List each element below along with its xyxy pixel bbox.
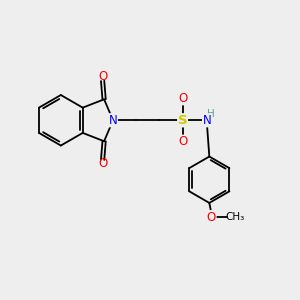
Text: S: S xyxy=(178,114,188,127)
Text: N: N xyxy=(202,114,211,127)
Text: CH₃: CH₃ xyxy=(226,212,245,222)
Text: H: H xyxy=(207,109,215,119)
Text: O: O xyxy=(207,211,216,224)
Text: O: O xyxy=(178,92,187,105)
Text: O: O xyxy=(178,136,187,148)
Text: O: O xyxy=(98,157,107,170)
Text: N: N xyxy=(109,114,117,127)
Text: O: O xyxy=(98,70,107,83)
